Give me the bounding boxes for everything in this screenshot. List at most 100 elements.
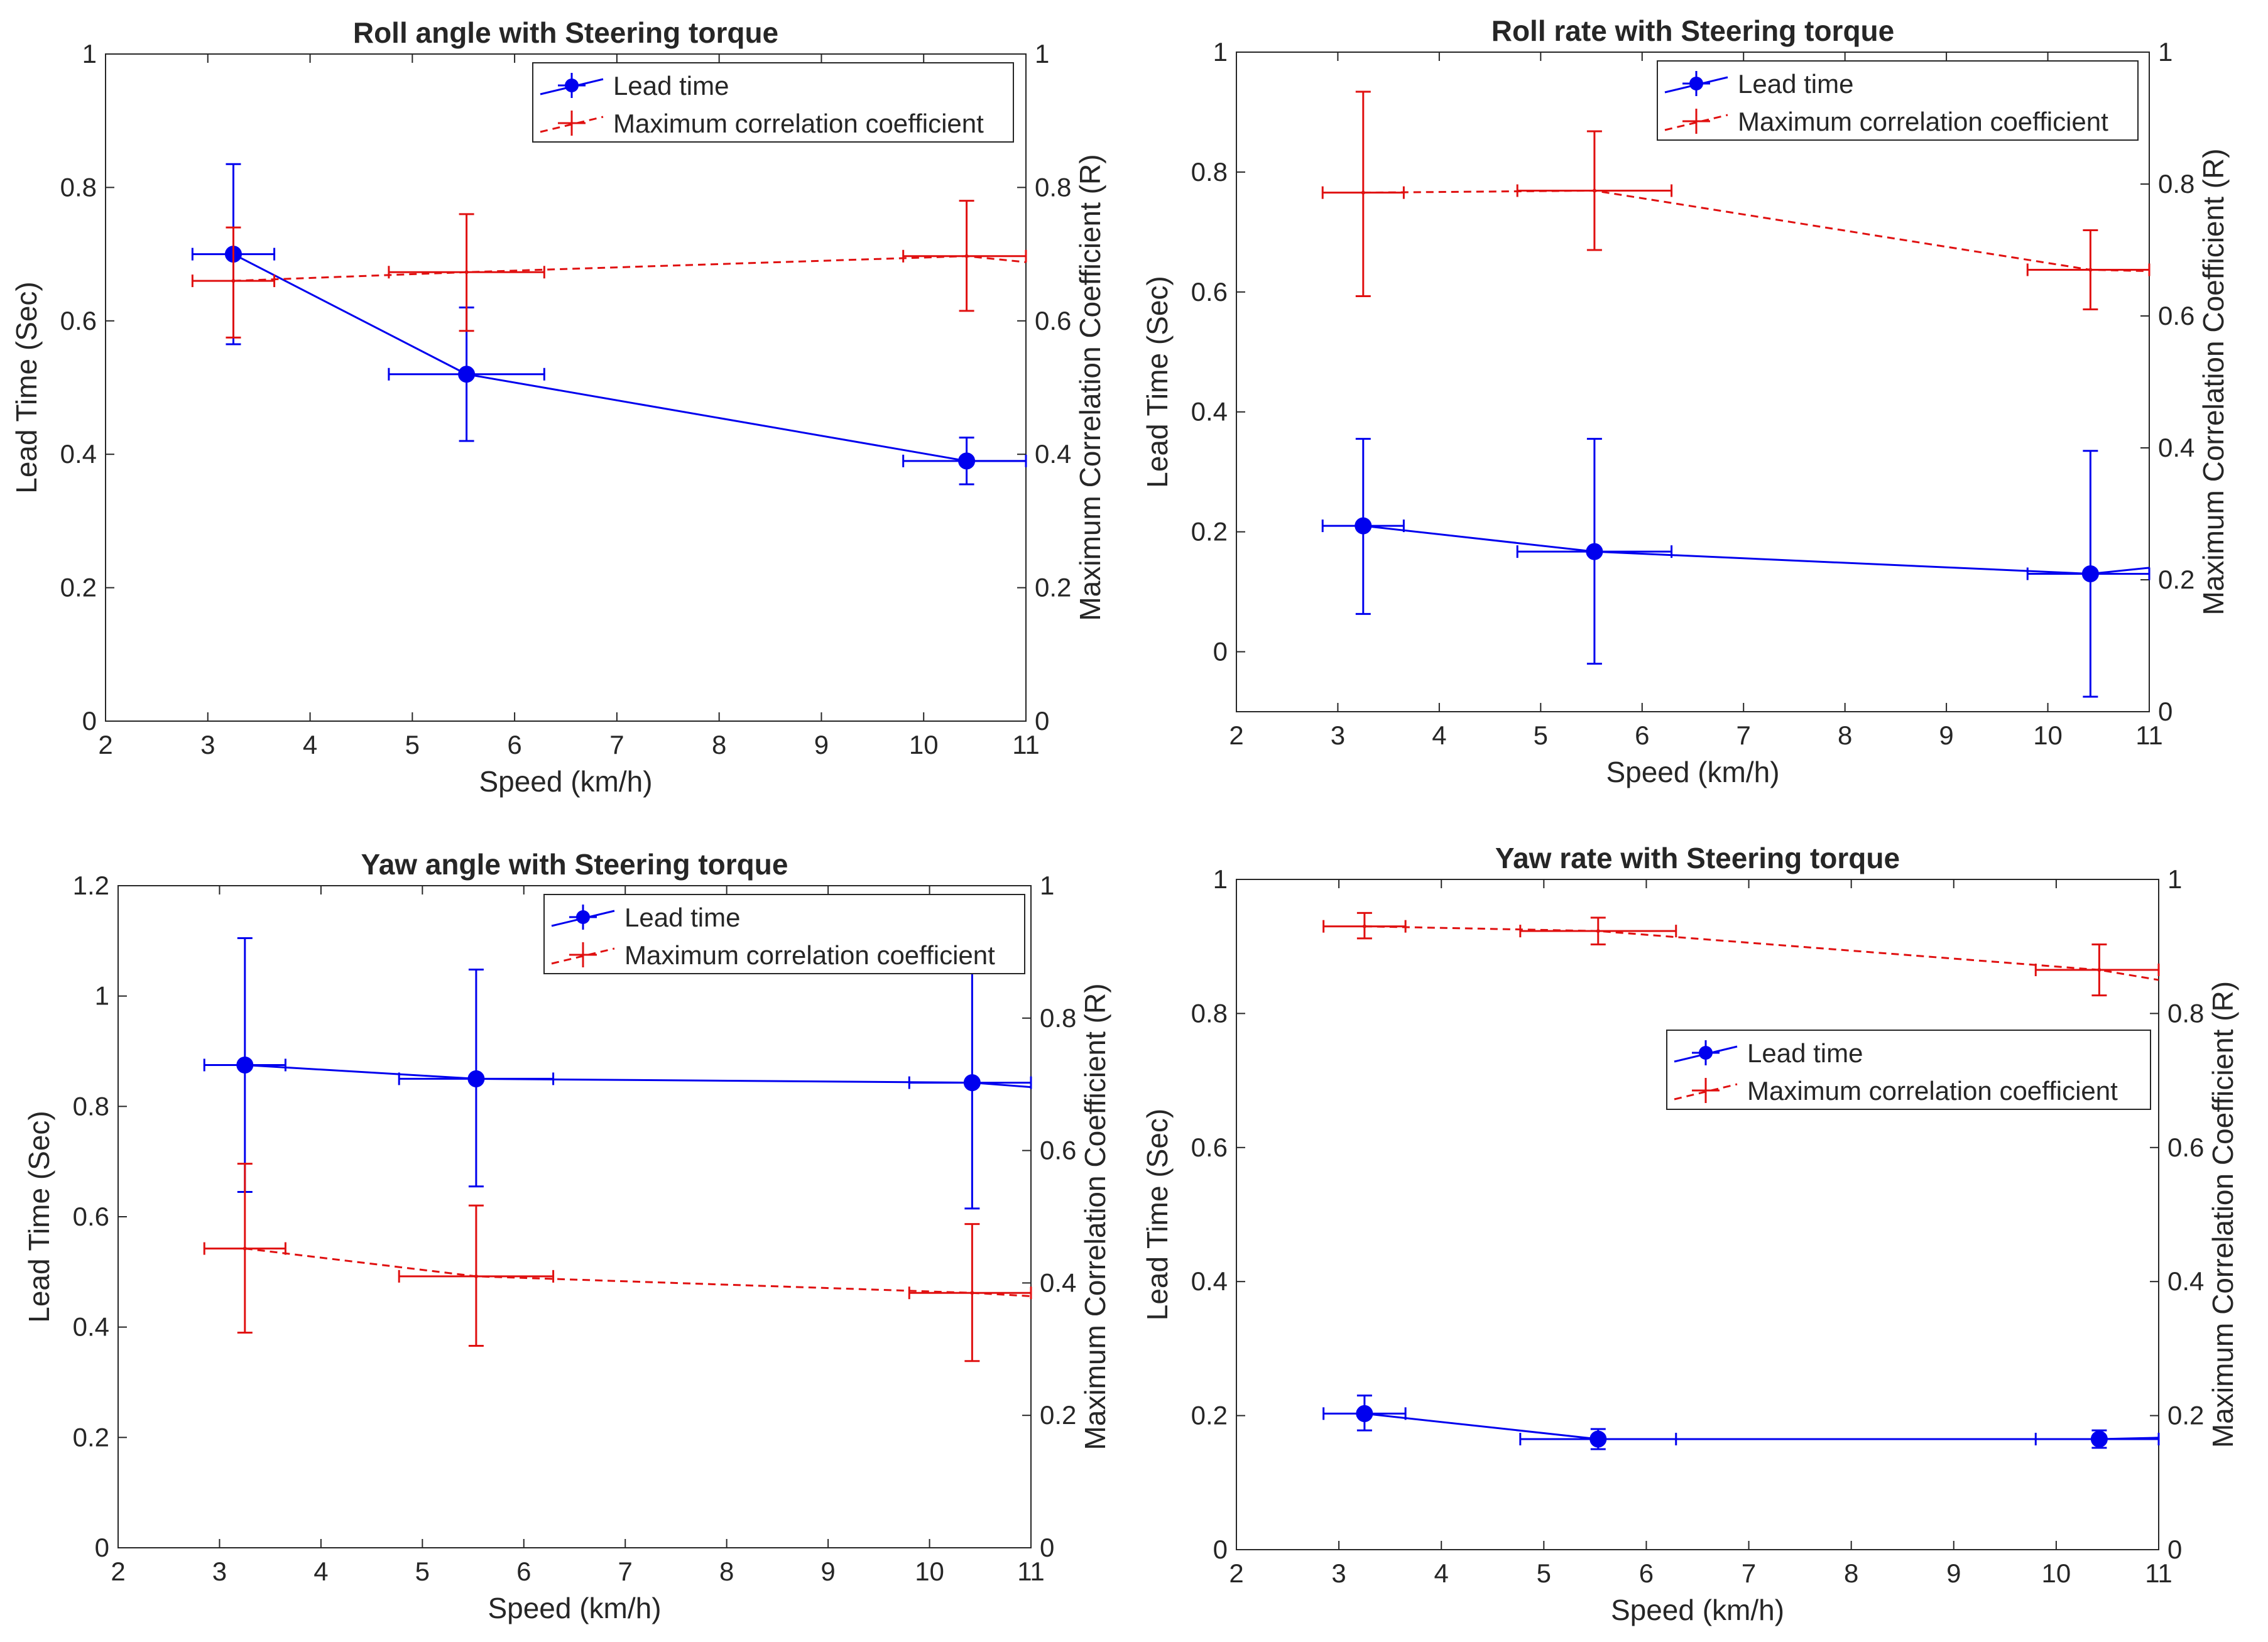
y-left-tick-label: 0.6 xyxy=(1191,1133,1228,1162)
legend: Lead time Maximum correlation coefficient xyxy=(532,62,1014,143)
y-left-tick-label: 0 xyxy=(95,1533,109,1562)
legend: Lead time Maximum correlation coefficient xyxy=(1666,1030,2151,1110)
series-lead-time xyxy=(1321,438,2151,698)
y-left-tick-label: 0.2 xyxy=(60,573,97,602)
data-point-marker xyxy=(1356,1405,1373,1422)
x-tick-label: 2 xyxy=(1229,1558,1243,1588)
y-left-axis-label: Lead Time (Sec) xyxy=(1141,276,1174,487)
x-tick-label: 10 xyxy=(2033,720,2063,750)
x-axis-label: Speed (km/h) xyxy=(488,1592,661,1624)
y-right-tick-label: 0 xyxy=(1040,1533,1054,1562)
y-left-tick-label: 0 xyxy=(1213,1535,1228,1564)
y-right-tick-label: 0.4 xyxy=(1035,439,1071,469)
y-left-axis-label: Lead Time (Sec) xyxy=(10,281,43,493)
x-tick-label: 11 xyxy=(2135,720,2163,750)
series-line xyxy=(244,1063,1032,1089)
x-tick-label: 4 xyxy=(313,1557,328,1586)
x-tick-label: 3 xyxy=(200,730,215,759)
x-tick-label: 4 xyxy=(1434,1558,1449,1588)
series-line xyxy=(1364,1412,2159,1440)
y-right-axis-label: Maximum Correlation Coefficient (R) xyxy=(2197,148,2230,615)
x-tick-label: 10 xyxy=(909,730,939,759)
series-line xyxy=(1363,525,2150,575)
y-right-axis-label: Maximum Correlation Coefficient (R) xyxy=(1079,983,1111,1450)
legend-entry-label: Maximum correlation coefficient xyxy=(613,109,984,138)
series-lead-time xyxy=(203,937,1032,1210)
x-tick-label: 5 xyxy=(1534,720,1548,750)
x-tick-label: 3 xyxy=(1331,720,1345,750)
y-right-tick-label: 0 xyxy=(1035,706,1049,736)
x-tick-label: 9 xyxy=(1939,720,1953,750)
x-tick-label: 2 xyxy=(111,1557,125,1586)
y-left-axis-label: Lead Time (Sec) xyxy=(23,1111,55,1322)
y-left-tick-label: 0.2 xyxy=(1191,1401,1228,1430)
x-tick-label: 10 xyxy=(2042,1558,2071,1588)
chart-panel-roll-angle: Roll angle with Steering torque 2 3 4 5 6 7 8 9 1… xyxy=(10,16,1106,798)
x-tick-label: 11 xyxy=(2145,1558,2173,1588)
y-left-tick-label: 0.8 xyxy=(73,1091,109,1121)
x-axis-label: Speed (km/h) xyxy=(1606,756,1779,788)
y-right-tick-label: 0.6 xyxy=(1035,306,1071,335)
y-left-tick-label: 0.4 xyxy=(60,439,97,469)
plot-frame xyxy=(117,885,1032,1548)
legend-entry-label: Maximum correlation coefficient xyxy=(1747,1076,2118,1106)
data-point-marker xyxy=(970,1291,974,1295)
y-right-tick-label: 0.6 xyxy=(2158,301,2194,330)
x-tick-label: 11 xyxy=(1012,730,1040,759)
y-left-axis-label: Lead Time (Sec) xyxy=(1141,1109,1174,1320)
series-max-correlation xyxy=(191,200,1027,339)
y-left-tick-label: 1 xyxy=(1213,864,1228,894)
y-right-tick-label: 0 xyxy=(2167,1535,2182,1564)
x-tick-label: 6 xyxy=(516,1557,531,1586)
y-right-axis-label: Maximum Correlation Coefficient (R) xyxy=(1074,154,1106,621)
legend-entry-label: Lead time xyxy=(624,903,740,932)
data-point-marker xyxy=(2081,565,2099,582)
y-right-tick-label: 0.4 xyxy=(2167,1266,2204,1296)
x-tick-label: 6 xyxy=(507,730,521,759)
y-right-tick-label: 0.2 xyxy=(1035,573,1071,602)
legend-entry-label: Lead time xyxy=(1747,1038,1863,1068)
y-left-tick-label: 0.4 xyxy=(73,1312,109,1342)
y-right-axis-label: Maximum Correlation Coefficient (R) xyxy=(2206,981,2239,1448)
y-left-tick-label: 0.6 xyxy=(1191,277,1228,307)
plot-frame xyxy=(1236,52,2150,712)
y-right-tick-label: 1 xyxy=(1040,871,1054,900)
y-right-tick-label: 0.6 xyxy=(1040,1136,1076,1165)
y-left-tick-label: 0 xyxy=(1213,637,1228,666)
x-tick-label: 3 xyxy=(1331,1558,1346,1588)
legend-entry-label: Lead time xyxy=(1738,69,1853,99)
data-point-marker xyxy=(2090,1430,2108,1448)
y-right-tick-label: 0.8 xyxy=(1035,172,1071,202)
data-point-marker xyxy=(243,1246,247,1251)
legend-entry-label: Maximum correlation coefficient xyxy=(624,940,995,970)
x-tick-label: 10 xyxy=(915,1557,944,1586)
data-point-marker xyxy=(2097,968,2102,972)
legend-marker xyxy=(576,910,590,924)
data-point-marker xyxy=(1589,1430,1607,1448)
chart-title: Roll rate with Steering torque xyxy=(1491,14,1895,47)
data-point-marker xyxy=(1586,543,1603,560)
y-left-tick-label: 0.6 xyxy=(60,306,97,335)
series-line xyxy=(233,255,1027,282)
data-point-marker xyxy=(2088,268,2093,272)
series-max-correlation xyxy=(1321,90,2151,310)
plot-frame xyxy=(1236,879,2159,1550)
x-tick-label: 9 xyxy=(821,1557,835,1586)
x-tick-label: 9 xyxy=(814,730,829,759)
x-tick-label: 5 xyxy=(415,1557,430,1586)
y-right-tick-label: 1 xyxy=(1035,39,1049,68)
plot-frame xyxy=(105,53,1027,722)
x-tick-label: 8 xyxy=(719,1557,734,1586)
x-tick-label: 6 xyxy=(1635,720,1649,750)
x-tick-label: 2 xyxy=(98,730,112,759)
y-left-tick-label: 0 xyxy=(82,706,97,736)
y-right-tick-label: 0 xyxy=(2158,697,2173,726)
legend-box xyxy=(1666,1030,2151,1110)
x-tick-label: 8 xyxy=(712,730,726,759)
x-tick-label: 4 xyxy=(303,730,317,759)
y-left-tick-label: 0.8 xyxy=(1191,998,1228,1028)
data-point-marker xyxy=(1361,190,1365,195)
legend-box xyxy=(1657,60,2139,141)
